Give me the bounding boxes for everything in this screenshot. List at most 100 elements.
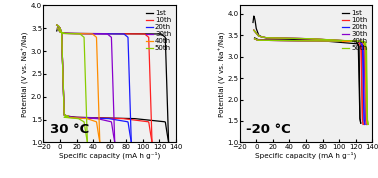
20th	[362, 119, 367, 121]
50th	[365, 119, 370, 121]
30th	[352, 40, 356, 42]
20th	[363, 123, 367, 125]
40th	[253, 38, 257, 40]
1st	[253, 37, 257, 39]
10th	[253, 38, 257, 40]
1st	[358, 98, 362, 100]
1st	[110, 33, 114, 35]
20th	[362, 100, 366, 102]
10th	[360, 119, 365, 121]
20th	[92, 33, 96, 35]
X-axis label: Specific capacity (mA h g⁻¹): Specific capacity (mA h g⁻¹)	[256, 151, 357, 159]
30th	[253, 38, 257, 40]
20th	[350, 40, 355, 42]
1st	[55, 27, 60, 29]
Line: 10th: 10th	[255, 39, 363, 124]
30th	[110, 71, 115, 74]
Line: 1st: 1st	[57, 28, 169, 142]
50th	[55, 27, 60, 29]
10th	[149, 120, 153, 122]
1st	[166, 141, 171, 143]
10th	[102, 33, 106, 35]
1st	[55, 27, 60, 29]
30th	[112, 120, 116, 122]
10th	[55, 27, 60, 29]
Y-axis label: Potential (V vs. Na⁺/Na): Potential (V vs. Na⁺/Na)	[218, 31, 226, 117]
Line: 50th: 50th	[255, 39, 368, 124]
20th	[129, 141, 133, 143]
40th	[357, 40, 362, 42]
20th	[96, 33, 101, 35]
10th	[108, 33, 113, 35]
30th	[83, 33, 88, 35]
10th	[353, 40, 358, 42]
10th	[150, 141, 154, 143]
1st	[346, 40, 351, 42]
10th	[349, 40, 353, 42]
40th	[253, 38, 257, 40]
30th	[87, 33, 92, 35]
50th	[55, 27, 60, 29]
40th	[76, 33, 81, 35]
40th	[76, 33, 81, 35]
50th	[353, 40, 358, 42]
Line: 10th: 10th	[57, 28, 152, 142]
Line: 1st: 1st	[255, 38, 361, 123]
50th	[72, 33, 76, 35]
Line: 30th: 30th	[255, 39, 367, 124]
Legend: 1st, 10th, 20th, 30th, 40th, 50th: 1st, 10th, 20th, 30th, 40th, 50th	[341, 9, 369, 53]
10th	[349, 40, 354, 42]
30th	[253, 38, 257, 40]
40th	[95, 71, 100, 74]
20th	[351, 40, 355, 42]
40th	[364, 100, 369, 102]
40th	[79, 33, 83, 35]
30th	[84, 33, 88, 35]
20th	[253, 38, 257, 40]
Line: 30th: 30th	[57, 28, 115, 142]
Y-axis label: Potential (V vs. Na⁺/Na): Potential (V vs. Na⁺/Na)	[22, 31, 29, 117]
20th	[355, 40, 359, 42]
1st	[108, 33, 113, 35]
20th	[91, 33, 95, 35]
40th	[364, 119, 369, 121]
1st	[347, 40, 352, 42]
1st	[166, 120, 170, 122]
50th	[71, 33, 75, 35]
30th	[364, 119, 368, 121]
Line: 20th: 20th	[57, 28, 131, 142]
30th	[55, 27, 60, 29]
20th	[55, 27, 60, 29]
40th	[353, 40, 358, 42]
50th	[253, 38, 257, 40]
10th	[360, 100, 364, 102]
30th	[352, 40, 357, 42]
10th	[147, 71, 152, 74]
1st	[117, 33, 122, 35]
30th	[363, 100, 368, 102]
X-axis label: Specific capacity (mA h g⁻¹): Specific capacity (mA h g⁻¹)	[59, 151, 160, 159]
30th	[356, 40, 361, 42]
50th	[365, 100, 369, 102]
50th	[366, 123, 370, 125]
20th	[128, 120, 133, 122]
20th	[253, 38, 257, 40]
20th	[55, 27, 60, 29]
Line: 40th: 40th	[255, 39, 367, 124]
10th	[55, 27, 60, 29]
30th	[364, 123, 369, 125]
10th	[101, 33, 105, 35]
10th	[253, 38, 257, 40]
50th	[358, 40, 363, 42]
40th	[352, 40, 357, 42]
50th	[354, 40, 359, 42]
1st	[358, 122, 363, 124]
1st	[253, 37, 257, 39]
30th	[55, 27, 60, 29]
1st	[351, 40, 355, 42]
40th	[55, 27, 60, 29]
50th	[85, 141, 90, 143]
Legend: 1st, 10th, 20th, 30th, 40th, 50th: 1st, 10th, 20th, 30th, 40th, 50th	[144, 9, 173, 53]
1st	[164, 71, 169, 74]
40th	[98, 141, 102, 143]
